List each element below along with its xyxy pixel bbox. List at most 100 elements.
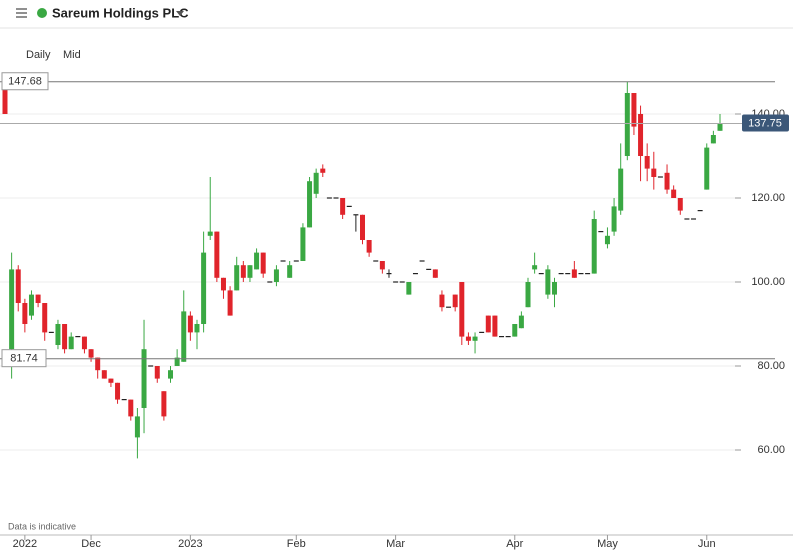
candle-body: [300, 227, 306, 261]
y-tick-label: 80.00: [757, 360, 785, 372]
candle-body: [273, 269, 279, 282]
candle-body: [320, 168, 326, 173]
candle-body: [128, 399, 134, 417]
candle-body: [366, 240, 372, 253]
candle-body: [2, 88, 8, 114]
candle-body: [260, 252, 266, 274]
candle-body: [340, 198, 346, 215]
candle-body: [174, 357, 180, 366]
low-label: 81.74: [10, 353, 38, 365]
candle-body: [101, 370, 107, 379]
candle-body: [439, 294, 445, 308]
candle-body: [512, 324, 518, 337]
candle-body: [313, 172, 319, 194]
candle-body: [95, 357, 101, 371]
candle-body: [551, 282, 557, 295]
candle-body: [618, 168, 624, 211]
high-label: 147.68: [8, 76, 42, 88]
candle-body: [194, 324, 200, 333]
candle-body: [42, 303, 48, 333]
x-tick-label: May: [597, 538, 618, 550]
candle-body: [207, 231, 213, 236]
candle-body: [9, 269, 15, 350]
low-label-box: [1, 349, 47, 368]
price-type[interactable]: Mid: [63, 49, 81, 61]
candle-body: [214, 231, 220, 278]
candle-body: [168, 370, 174, 379]
x-tick-label: Apr: [506, 538, 523, 550]
high-label-box: [1, 72, 49, 91]
instrument-title[interactable]: Sareum Holdings PLC: [52, 5, 189, 20]
footnote: Data is indicative: [8, 521, 76, 531]
candle-body: [227, 290, 233, 316]
candle-body: [717, 123, 723, 131]
candle-body: [141, 349, 147, 408]
candle-body: [88, 349, 94, 358]
x-tick-label: Jun: [698, 538, 716, 550]
candle-body: [710, 135, 716, 144]
candle-body: [432, 269, 438, 278]
candle-body: [62, 324, 68, 350]
candle-body: [360, 214, 365, 240]
status-dot: [37, 8, 47, 18]
candle-body: [545, 269, 551, 295]
candle-body: [671, 189, 677, 198]
x-tick-label: Dec: [81, 538, 101, 550]
candle-body: [571, 269, 577, 278]
candle-body: [485, 315, 491, 333]
candle-body: [591, 219, 597, 274]
candle-body: [115, 382, 121, 400]
candle-body: [35, 294, 41, 303]
last-price-label: 137.75: [748, 117, 782, 129]
candle-body: [492, 315, 498, 337]
candle-body: [187, 315, 193, 333]
last-price-box: [742, 114, 789, 132]
candle-body: [611, 206, 617, 232]
candle-body: [664, 172, 670, 190]
x-tick-label: Mar: [386, 538, 405, 550]
candle-body: [704, 147, 710, 190]
candle-body: [234, 265, 240, 291]
candle-body: [472, 336, 478, 341]
candle-body: [307, 181, 313, 228]
x-tick-label: 2022: [13, 538, 37, 550]
candle-body: [254, 252, 260, 270]
candle-body: [406, 282, 412, 295]
candle-body: [161, 391, 167, 417]
y-tick-label: 60.00: [757, 444, 785, 456]
x-tick-label: Feb: [287, 538, 306, 550]
candle-body: [379, 261, 385, 270]
candle-body: [108, 378, 114, 383]
candle-body: [624, 93, 630, 156]
candle-body: [181, 311, 187, 362]
candle-body: [604, 235, 610, 245]
candle-body: [28, 294, 34, 316]
dropdown-caret[interactable]: [176, 11, 184, 16]
candle-body: [638, 114, 644, 156]
candle-body: [154, 366, 160, 379]
candle-body: [287, 265, 293, 278]
candle-body: [15, 269, 21, 303]
candle-body: [644, 156, 650, 169]
y-tick-label: 120.00: [751, 192, 785, 204]
candle-body: [532, 265, 538, 270]
candle-body: [201, 252, 207, 324]
candle-body: [465, 336, 471, 341]
candle-body: [459, 282, 465, 337]
candle-body: [22, 303, 28, 324]
candle-body: [247, 265, 253, 278]
menu-icon[interactable]: [16, 8, 27, 18]
candle-body: [55, 324, 61, 345]
candle-body: [651, 168, 657, 177]
candle-body: [525, 282, 531, 308]
x-tick-label: 2023: [178, 538, 202, 550]
candle-body: [452, 294, 458, 308]
candle-body: [134, 416, 140, 438]
interval[interactable]: Daily: [26, 49, 51, 61]
candle-body: [631, 93, 637, 127]
candle-body: [240, 265, 246, 278]
candle-body: [518, 315, 524, 329]
candle-body: [677, 198, 683, 211]
